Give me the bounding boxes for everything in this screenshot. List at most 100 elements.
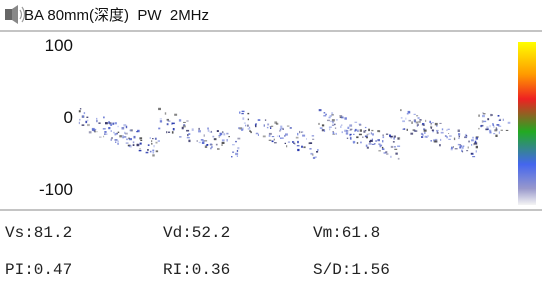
speckle <box>282 129 284 130</box>
speckle <box>265 120 266 121</box>
speckle <box>87 120 89 122</box>
speckle <box>269 133 272 135</box>
color-bar <box>518 42 536 205</box>
speckle <box>448 139 451 140</box>
speckle <box>247 125 248 127</box>
speckle <box>370 143 372 145</box>
speckle <box>346 130 348 131</box>
speckle <box>82 124 85 126</box>
speckle <box>277 136 278 137</box>
speckle <box>421 133 423 135</box>
speckle <box>98 123 100 124</box>
measurement: Vm:61.8 <box>313 224 380 242</box>
speckle <box>478 128 479 129</box>
speckle <box>401 117 403 118</box>
speckle <box>115 133 117 134</box>
speckle <box>360 142 362 144</box>
speckle <box>342 131 343 133</box>
speckle <box>255 124 256 126</box>
speckle <box>274 139 275 141</box>
speckle <box>366 145 368 147</box>
speckle <box>292 141 294 143</box>
speckle <box>227 139 228 142</box>
speckle <box>350 134 352 135</box>
speckle <box>279 135 280 137</box>
doppler-spectrum <box>79 108 511 160</box>
speckle <box>79 110 81 112</box>
speckle <box>140 140 142 141</box>
speckle <box>410 133 413 135</box>
measurement: S/D:1.56 <box>313 261 390 279</box>
speckle <box>462 151 463 153</box>
speckle <box>222 132 224 133</box>
speckle <box>425 136 427 138</box>
speckle <box>448 133 449 134</box>
speckle <box>393 141 395 142</box>
speckle <box>414 120 416 122</box>
speckle <box>312 139 314 140</box>
speckle <box>462 147 463 149</box>
speckle <box>332 125 334 126</box>
speckle <box>239 112 241 114</box>
speckle <box>117 141 119 143</box>
speckle <box>226 133 228 135</box>
speckle <box>192 128 194 131</box>
speckle <box>501 130 503 131</box>
speckle <box>418 121 420 123</box>
speckle <box>139 137 142 139</box>
speckle <box>245 125 246 127</box>
speckle <box>199 128 200 130</box>
speckle <box>294 144 296 145</box>
speckle <box>497 124 500 126</box>
speckle <box>151 140 152 142</box>
speckle <box>368 129 370 131</box>
speckle <box>402 129 404 130</box>
speckle <box>357 142 358 144</box>
speckle <box>174 114 177 116</box>
speckle <box>476 146 478 149</box>
speckle <box>150 137 151 139</box>
speckle <box>272 136 274 137</box>
speckle <box>137 144 138 146</box>
speckle <box>296 137 299 139</box>
speckle <box>80 108 81 109</box>
speckle <box>179 136 181 138</box>
speckle <box>468 147 469 149</box>
speckle <box>287 125 290 126</box>
speckle <box>110 124 112 126</box>
speckle <box>324 130 325 132</box>
speckle <box>329 117 331 119</box>
speckle <box>386 134 388 135</box>
speckle <box>333 132 335 134</box>
speckle <box>412 121 413 124</box>
speckle <box>371 130 373 131</box>
speckle <box>256 133 259 134</box>
speckle <box>123 124 126 126</box>
speckle <box>458 144 460 145</box>
speckle <box>202 142 205 144</box>
speckle <box>274 142 277 143</box>
speckle <box>217 130 219 132</box>
speckle <box>425 120 426 122</box>
speckle <box>139 150 142 151</box>
speckle <box>156 142 158 144</box>
speckle <box>331 112 333 114</box>
speckle <box>448 129 450 130</box>
speckle <box>414 114 416 115</box>
speckle <box>158 128 160 130</box>
speckle <box>458 130 460 133</box>
speckle <box>129 145 131 147</box>
speckle <box>312 135 314 137</box>
speckle <box>346 132 348 134</box>
speckle <box>183 122 186 123</box>
speckle <box>483 113 485 114</box>
speckle <box>455 148 458 149</box>
display <box>0 0 542 287</box>
speckle <box>407 129 408 131</box>
speckle <box>126 142 129 143</box>
speckle <box>84 112 85 114</box>
speckle <box>216 144 218 146</box>
speckle <box>323 115 326 116</box>
speckle <box>104 133 105 134</box>
speckle <box>299 131 300 133</box>
